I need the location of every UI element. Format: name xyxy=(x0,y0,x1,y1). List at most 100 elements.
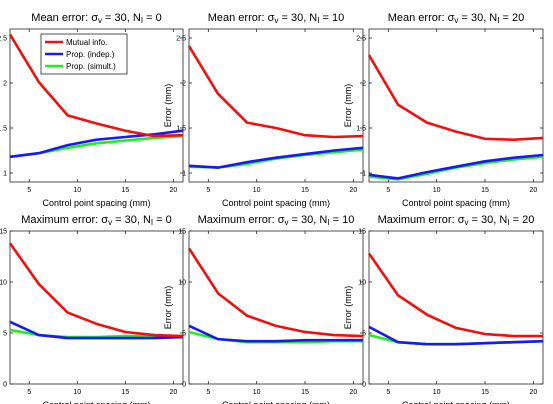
x-tick-label: 10 xyxy=(433,389,441,396)
x-axis-label: Control point spacing (mm) xyxy=(222,400,330,404)
x-tick-label: 10 xyxy=(253,389,261,396)
series-line-mutual xyxy=(187,247,364,338)
chart-panel-1: Mean error: σv = 30, NI = 0 1 1.5 2 2.5 5 10 15… xyxy=(0,12,184,208)
x-tick-label: 15 xyxy=(121,187,129,194)
x-tick-label: 15 xyxy=(481,389,489,396)
chart-title-sub-i: I xyxy=(507,218,509,227)
x-tick-label: 15 xyxy=(121,389,129,396)
chart-title-sub-v: v xyxy=(465,218,469,227)
y-tick-label: 1.5 xyxy=(176,126,186,133)
legend-label-simult: Prop. (simult.) xyxy=(66,62,116,71)
chart-title-main: Mean error: σ xyxy=(208,12,275,24)
series-line-indep xyxy=(368,153,544,180)
series-line-indep xyxy=(9,320,184,340)
x-tick-label: 15 xyxy=(481,187,489,194)
y-tick-label: 1 xyxy=(182,171,186,178)
x-tick-label: 10 xyxy=(73,389,81,396)
chart-title: Mean error: σv = 30, NI = 0 xyxy=(31,12,161,25)
x-tick-label: 5 xyxy=(386,187,390,194)
chart-title-main: Mean error: σ xyxy=(31,12,98,24)
x-tick-label: 20 xyxy=(169,187,177,194)
y-tick-label: 1 xyxy=(362,171,366,178)
plot-frame xyxy=(368,230,544,385)
chart-title-end: = 20 xyxy=(510,214,535,226)
y-tick-label: 5 xyxy=(3,331,7,338)
y-tick-label: 2 xyxy=(3,81,7,88)
chart-title-sub-i: I xyxy=(497,16,499,25)
chart-title-sub-v: v xyxy=(108,218,112,227)
y-tick-label: 10 xyxy=(358,280,366,287)
x-tick-label: 10 xyxy=(253,187,261,194)
legend-label-indep: Prop. (indep.) xyxy=(66,50,115,59)
chart-title-main: Maximum error: σ xyxy=(21,214,108,226)
x-axis-label: Control point spacing (mm) xyxy=(42,198,150,208)
x-tick-label: 20 xyxy=(529,389,537,396)
y-tick-label: 2.5 xyxy=(356,36,366,43)
x-axis-label: Control point spacing (mm) xyxy=(222,198,330,208)
chart-panel-6: Maximum error: σv = 30, NI = 20 0 5 10 15 5 10… xyxy=(343,214,544,404)
y-axis-label: Error (mm) xyxy=(163,84,173,128)
chart-title-mid: = 30, N xyxy=(112,214,151,226)
series-line-mutual xyxy=(187,45,364,139)
series-line-mutual xyxy=(8,33,184,138)
chart-title-end: = 10 xyxy=(319,12,344,24)
chart-title-sub-i: I xyxy=(151,218,153,227)
y-tick-label: 0 xyxy=(182,382,186,389)
series-line-mutual xyxy=(8,242,184,338)
legend: Mutual info. Prop. (indep.) Prop. (simult.… xyxy=(40,33,128,75)
x-tick-label: 5 xyxy=(206,389,210,396)
chart-panel-2: Mean error: σv = 30, NI = 10 1 1.5 2 2.5 5 10 1… xyxy=(163,12,364,208)
x-tick-label: 10 xyxy=(433,187,441,194)
x-tick-label: 5 xyxy=(27,389,31,396)
x-tick-label: 5 xyxy=(27,187,31,194)
y-tick-label: 1 xyxy=(3,171,7,178)
legend-label-mutual: Mutual info. xyxy=(66,38,107,47)
x-tick-label: 20 xyxy=(349,389,357,396)
y-tick-label: 2.5 xyxy=(176,36,186,43)
chart-title-mid: = 30, N xyxy=(278,12,317,24)
series-line-mutual xyxy=(367,54,544,141)
chart-title-sub-v: v xyxy=(98,16,102,25)
chart-title-sub-i: I xyxy=(317,16,319,25)
y-tick-label: 0 xyxy=(362,382,366,389)
chart-title-mid: = 30, N xyxy=(458,12,497,24)
y-axis-label: Error (mm) xyxy=(163,286,173,330)
chart-title-sub-i: I xyxy=(327,218,329,227)
y-tick-label: 0 xyxy=(3,382,7,389)
y-tick-label: 1.5 xyxy=(0,126,7,133)
y-tick-label: 2 xyxy=(182,81,186,88)
x-axis-label: Control point spacing (mm) xyxy=(402,400,510,404)
chart-title-sub-v: v xyxy=(274,16,278,25)
chart-title-sub-v: v xyxy=(454,16,458,25)
y-tick-label: 10 xyxy=(0,280,7,287)
chart-panel-5: Maximum error: σv = 30, NI = 10 0 5 10 15 5 10… xyxy=(163,214,364,404)
y-tick-label: 10 xyxy=(178,280,186,287)
y-axis-label: Error (mm) xyxy=(343,84,353,128)
series-line-indep xyxy=(9,129,184,159)
x-axis-label: Control point spacing (mm) xyxy=(402,198,510,208)
y-tick-label: 15 xyxy=(358,229,366,236)
plot-frame xyxy=(188,230,364,385)
y-tick-label: 15 xyxy=(0,229,7,236)
x-axis-label: Control point spacing (mm) xyxy=(42,400,150,404)
x-tick-label: 15 xyxy=(301,389,309,396)
y-tick-label: 2.5 xyxy=(0,36,7,43)
chart-title-main: Maximum error: σ xyxy=(198,214,285,226)
chart-title-main: Mean error: σ xyxy=(388,12,455,24)
chart-panel-3: Mean error: σv = 30, NI = 20 1 1.5 2 2.5 5 10 1… xyxy=(343,12,544,208)
chart-title-mid: = 30, N xyxy=(469,214,508,226)
y-tick-label: 5 xyxy=(362,331,366,338)
y-tick-label: 5 xyxy=(182,331,186,338)
chart-title-sub-i: I xyxy=(141,16,143,25)
chart-title-mid: = 30, N xyxy=(289,214,328,226)
chart-title-mid: = 30, N xyxy=(102,12,141,24)
x-tick-label: 5 xyxy=(206,187,210,194)
chart-title-end: = 10 xyxy=(330,214,355,226)
chart-title-end: = 20 xyxy=(499,12,524,24)
x-tick-label: 15 xyxy=(301,187,309,194)
chart-title: Mean error: σv = 30, NI = 20 xyxy=(388,12,525,25)
y-tick-label: 2 xyxy=(362,81,366,88)
chart-title: Mean error: σv = 30, NI = 10 xyxy=(208,12,345,25)
series-line-indep xyxy=(188,146,364,169)
